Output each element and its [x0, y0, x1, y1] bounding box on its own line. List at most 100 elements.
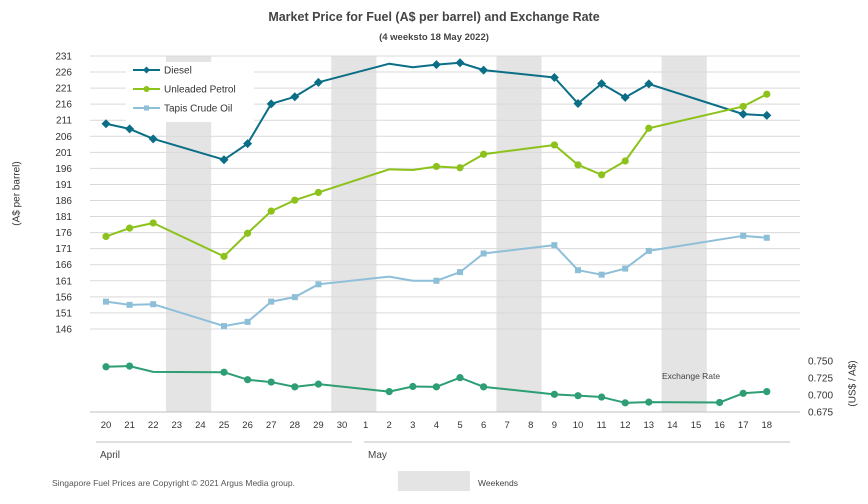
legend-marker-diesel [143, 66, 150, 74]
unleaded-petrol-point-10 [574, 161, 582, 169]
diesel-point-28 [290, 92, 300, 102]
y2-tick-label-0.700: 0.700 [808, 391, 833, 402]
x-tick-label-16: 5 [457, 420, 462, 431]
x-tick-label-6: 25 [219, 420, 230, 431]
diesel-point-11 [597, 79, 607, 89]
y-tick-label-146: 146 [55, 324, 72, 335]
unleaded-petrol-line [105, 93, 768, 258]
x-tick-label-1: 20 [101, 420, 112, 431]
exchange-rate-point-20 [102, 363, 110, 371]
exchange-rate-point-29 [314, 380, 322, 388]
x-tick-label-11: 30 [337, 420, 348, 431]
month-label-april: April [100, 450, 121, 461]
unleaded-petrol-point-9 [550, 141, 559, 149]
x-tick-label-22: 11 [597, 420, 607, 431]
diesel-point-18 [762, 110, 772, 120]
unleaded-petrol-point-11 [598, 171, 606, 179]
legend-marker-unleaded-petrol [143, 86, 150, 92]
diesel-point-25 [219, 155, 229, 165]
diesel-point-6 [479, 65, 489, 75]
x-tick-label-10: 29 [313, 420, 324, 431]
y-tick-label-181: 181 [55, 212, 72, 223]
unleaded-petrol-point-5 [456, 164, 464, 172]
legend-label-diesel: Diesel [164, 66, 192, 77]
y-tick-label-211: 211 [56, 116, 72, 127]
weekends-legend-label: Weekends [478, 478, 519, 488]
unleaded-petrol-point-6 [480, 150, 488, 158]
unleaded-petrol-point-12 [621, 157, 629, 165]
tapis-crude-oil-point-17 [740, 232, 747, 239]
y-tick-label-161: 161 [55, 276, 72, 287]
x-tick-label-5: 24 [195, 420, 206, 431]
exchange-rate-point-13 [645, 398, 653, 406]
y-tick-label-156: 156 [55, 292, 72, 303]
tapis-crude-oil-point-22 [150, 301, 157, 308]
x-tick-label-29: 18 [762, 420, 773, 431]
diesel-point-27 [266, 99, 276, 109]
diesel-point-4 [431, 60, 441, 70]
copyright-note: Singapore Fuel Prices are Copyright © 20… [52, 478, 295, 488]
y-tick-label-196: 196 [55, 164, 72, 175]
diesel-point-20 [101, 119, 111, 129]
diesel-point-9 [549, 73, 559, 83]
x-tick-label-25: 14 [667, 420, 678, 431]
y2-tick-label-0.675: 0.675 [808, 408, 833, 419]
unleaded-petrol-point-27 [267, 207, 275, 215]
unleaded-petrol-point-28 [291, 196, 299, 204]
unleaded-petrol-point-13 [645, 124, 653, 132]
tapis-crude-oil-point-28 [291, 294, 298, 301]
x-tick-label-26: 15 [691, 420, 702, 431]
unleaded-petrol-point-20 [102, 232, 110, 241]
unleaded-petrol-point-22 [149, 219, 157, 227]
y-axis-label: (A$ per barrel) [11, 161, 23, 226]
diesel-point-10 [573, 99, 583, 109]
legend-label-tapis-crude-oil: Tapis Crude Oil [164, 104, 232, 115]
unleaded-petrol-point-26 [244, 229, 252, 237]
exchange-rate-point-2 [385, 388, 393, 396]
chart-subtitle: (4 weeksto 18 May 2022) [379, 32, 489, 43]
y-tick-label-151: 151 [55, 308, 72, 319]
tapis-crude-oil-point-13 [645, 247, 652, 254]
y2-axis-label: (US$ / A$) [847, 360, 859, 407]
month-label-may: May [368, 450, 387, 461]
diesel-point-12 [620, 92, 630, 102]
exchange-rate-point-4 [432, 383, 440, 391]
unleaded-petrol-point-25 [220, 252, 228, 260]
x-tick-label-3: 22 [148, 420, 159, 431]
weekend-band-2 [331, 56, 377, 412]
exchange-rate-point-11 [598, 393, 606, 401]
tapis-crude-oil-point-20 [103, 298, 109, 305]
weekend-band-4 [661, 56, 707, 412]
tapis-crude-oil-point-21 [126, 301, 133, 308]
unleaded-petrol-point-4 [432, 162, 440, 171]
x-tick-label-18: 7 [505, 420, 510, 431]
tapis-crude-oil-point-18 [763, 234, 770, 241]
unleaded-petrol-point-21 [126, 224, 134, 232]
x-tick-label-17: 6 [481, 420, 486, 431]
exchange-rate-label: Exchange Rate [662, 371, 721, 381]
x-tick-label-2: 21 [124, 420, 135, 431]
exchange-rate-point-5 [456, 374, 464, 382]
x-tick-label-12: 1 [363, 420, 368, 431]
x-tick-label-7: 26 [242, 420, 253, 431]
exchange-rate-point-21 [126, 362, 134, 370]
diesel-point-29 [313, 77, 323, 87]
tapis-crude-oil-point-27 [268, 298, 275, 305]
exchange-rate-point-6 [480, 383, 488, 391]
x-tick-label-24: 13 [644, 420, 655, 431]
exchange-rate-point-25 [220, 368, 228, 376]
diesel-point-22 [148, 134, 158, 144]
weekend-band-3 [496, 56, 542, 412]
exchange-rate-point-26 [244, 376, 252, 384]
x-tick-label-4: 23 [172, 420, 183, 431]
tapis-crude-oil-point-11 [598, 271, 605, 278]
diesel-point-5 [455, 58, 465, 68]
y2-tick-label-0.725: 0.725 [808, 374, 833, 385]
unleaded-petrol-point-17 [739, 102, 747, 111]
diesel-point-21 [125, 124, 135, 134]
diesel-point-17 [738, 109, 748, 119]
x-tick-label-23: 12 [620, 420, 631, 431]
x-tick-label-9: 28 [290, 420, 301, 431]
exchange-rate-point-10 [574, 392, 582, 400]
y-tick-label-166: 166 [55, 260, 72, 271]
